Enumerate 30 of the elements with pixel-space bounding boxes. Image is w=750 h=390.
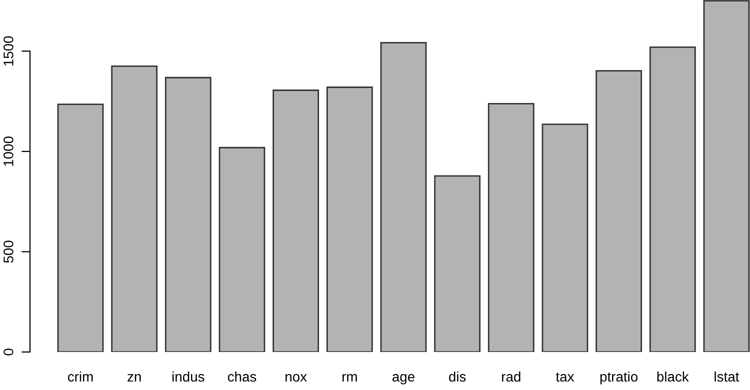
- x-tick-label: rad: [502, 371, 520, 382]
- x-tick-label: black: [657, 371, 689, 382]
- y-tick-label: 0: [4, 348, 14, 356]
- y-tick-label: 1000: [4, 136, 14, 166]
- y-tick-label: 1500: [4, 36, 14, 66]
- x-tick-label: ptratio: [600, 371, 638, 384]
- x-tick-label: dis: [449, 371, 466, 382]
- bar: [164, 76, 212, 352]
- bar: [57, 104, 104, 352]
- bar: [380, 42, 427, 352]
- bar: [703, 0, 750, 352]
- x-tick-label: rm: [342, 374, 357, 382]
- x-tick-label: nox: [286, 374, 307, 382]
- x-tick-label: lstat: [714, 371, 740, 382]
- bar: [596, 70, 642, 352]
- x-tick-label: tax: [556, 372, 574, 382]
- bar: [542, 124, 588, 352]
- x-tick-label: chas: [228, 371, 256, 382]
- x-tick-label: zn: [128, 374, 141, 382]
- bar: [488, 103, 534, 352]
- bar: [649, 46, 696, 352]
- bar: [434, 175, 481, 352]
- x-tick-label: age: [392, 374, 414, 384]
- bar: [218, 146, 266, 352]
- y-tick-label: 500: [4, 240, 14, 263]
- bar: [111, 65, 158, 352]
- x-tick-label: crim: [68, 371, 93, 382]
- bar: [326, 86, 373, 352]
- bar: [272, 90, 320, 352]
- x-tick-label: indus: [172, 371, 204, 382]
